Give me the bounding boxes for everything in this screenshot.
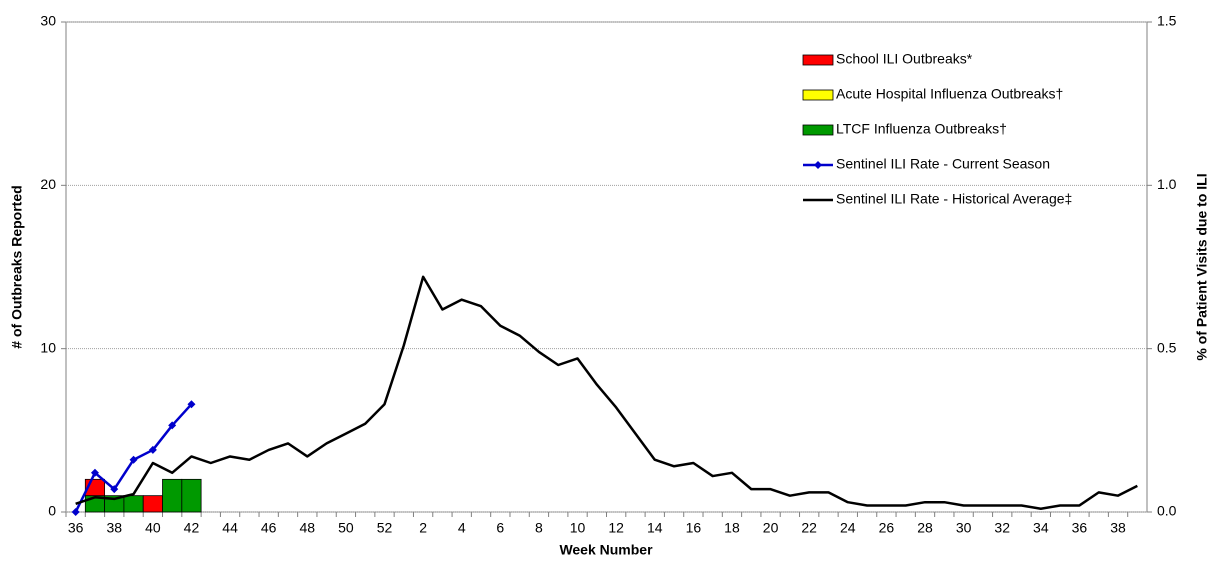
x-tick-label: 22 — [801, 520, 817, 536]
y2-axis-title: % of Patient Visits due to ILI — [1194, 173, 1210, 360]
x-tick-label: 18 — [724, 520, 740, 536]
x-tick-label: 26 — [879, 520, 895, 536]
line-series — [75, 275, 1138, 510]
x-axis-title: Week Number — [559, 542, 653, 558]
legend-label: School ILI Outbreaks* — [836, 51, 973, 67]
x-tick-label: 16 — [686, 520, 702, 536]
x-tick-label: 20 — [763, 520, 779, 536]
x-tick-label: 14 — [647, 520, 663, 536]
x-tick-label: 8 — [535, 520, 543, 536]
x-tick-label: 40 — [145, 520, 161, 536]
x-tick-label: 44 — [222, 520, 238, 536]
legend-swatch — [802, 54, 834, 66]
legend-swatch — [802, 124, 834, 136]
bar — [162, 478, 183, 513]
line-marker — [129, 455, 138, 464]
x-tick-label: 12 — [608, 520, 624, 536]
x-tick-label: 4 — [458, 520, 466, 536]
x-tick-label: 36 — [1072, 520, 1088, 536]
line-marker — [187, 400, 196, 409]
y-tick-label: 0 — [48, 503, 56, 519]
legend-label: Sentinel ILI Rate - Historical Average‡ — [836, 191, 1072, 207]
y2-tick-label: 1.5 — [1157, 13, 1177, 29]
x-tick-label: 42 — [184, 520, 200, 536]
x-tick-label: 10 — [570, 520, 586, 536]
line-marker — [168, 421, 177, 430]
y-tick-label: 10 — [40, 339, 56, 355]
y2-tick-label: 0.5 — [1157, 339, 1177, 355]
x-tick-label: 38 — [1110, 520, 1126, 536]
y2-tick-label: 0.0 — [1157, 503, 1177, 519]
legend-label: Acute Hospital Influenza Outbreaks† — [836, 86, 1063, 102]
x-tick-label: 32 — [994, 520, 1010, 536]
legend-marker — [814, 161, 822, 169]
x-tick-label: 28 — [917, 520, 933, 536]
x-tick-label: 48 — [300, 520, 316, 536]
x-tick-label: 24 — [840, 520, 856, 536]
y-tick-label: 30 — [40, 13, 56, 29]
y2-tick-label: 1.0 — [1157, 176, 1177, 192]
x-tick-label: 2 — [419, 520, 427, 536]
bar — [181, 478, 202, 513]
x-tick-label: 52 — [377, 520, 393, 536]
legend-swatch — [802, 89, 834, 101]
line-marker — [71, 508, 80, 516]
bar — [123, 495, 144, 513]
x-tick-label: 34 — [1033, 520, 1049, 536]
x-tick-label: 36 — [68, 520, 84, 536]
y-tick-label: 20 — [40, 176, 56, 192]
line-marker — [148, 445, 157, 454]
line-marker — [110, 485, 119, 494]
bar — [142, 495, 163, 513]
line-marker — [90, 468, 99, 477]
x-tick-label: 38 — [106, 520, 122, 536]
x-tick-label: 46 — [261, 520, 277, 536]
legend-label: LTCF Influenza Outbreaks† — [836, 121, 1007, 137]
x-tick-label: 6 — [496, 520, 504, 536]
y-axis-title: # of Outbreaks Reported — [9, 185, 25, 348]
x-tick-label: 50 — [338, 520, 354, 536]
legend-label: Sentinel ILI Rate - Current Season — [836, 156, 1050, 172]
x-tick-label: 30 — [956, 520, 972, 536]
